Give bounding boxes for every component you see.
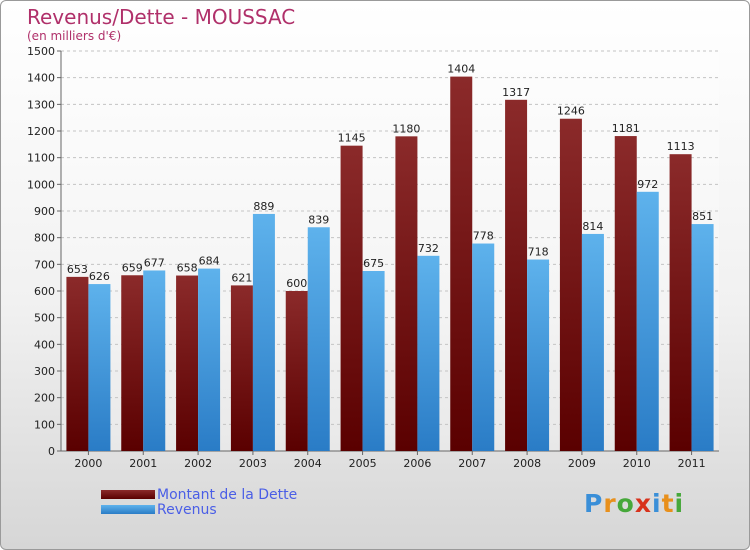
data-label-dette: 1181 bbox=[612, 122, 640, 135]
legend-swatch-revenus bbox=[101, 505, 155, 514]
data-label-revenus: 732 bbox=[418, 242, 439, 255]
x-tick-label: 2008 bbox=[513, 457, 541, 470]
x-tick-label: 2004 bbox=[294, 457, 322, 470]
data-label-revenus: 718 bbox=[528, 246, 549, 259]
data-label-revenus: 626 bbox=[89, 270, 110, 283]
bar-revenus bbox=[88, 284, 111, 451]
x-tick-label: 2009 bbox=[568, 457, 596, 470]
x-tick-label: 2006 bbox=[403, 457, 431, 470]
y-tick-label: 600 bbox=[34, 285, 55, 298]
data-label-dette: 1145 bbox=[338, 132, 366, 145]
y-tick-label: 1000 bbox=[27, 178, 55, 191]
bar-dette bbox=[285, 291, 308, 451]
bar-revenus bbox=[527, 259, 550, 451]
y-tick-label: 0 bbox=[48, 445, 55, 458]
y-tick-label: 500 bbox=[34, 312, 55, 325]
y-tick-label: 200 bbox=[34, 392, 55, 405]
y-tick-label: 700 bbox=[34, 258, 55, 271]
bar-revenus bbox=[252, 213, 275, 451]
bar-dette bbox=[450, 76, 473, 451]
bar-revenus bbox=[307, 227, 330, 451]
bar-dette bbox=[559, 118, 582, 451]
y-tick-label: 900 bbox=[34, 205, 55, 218]
chart-title: Revenus/Dette - MOUSSAC bbox=[27, 5, 296, 29]
y-tick-label: 1200 bbox=[27, 125, 55, 138]
chart-subtitle: (en milliers d'€) bbox=[27, 29, 122, 43]
bar-dette bbox=[230, 285, 253, 451]
proxiti-logo: Proxiti bbox=[584, 489, 685, 518]
data-label-dette: 1246 bbox=[557, 105, 585, 118]
data-label-revenus: 972 bbox=[637, 178, 658, 191]
bar-revenus bbox=[362, 271, 385, 451]
data-label-dette: 653 bbox=[67, 263, 88, 276]
bar-dette bbox=[614, 136, 637, 452]
x-tick-label: 2003 bbox=[239, 457, 267, 470]
legend-item-revenus: Revenus bbox=[101, 501, 297, 518]
data-label-dette: 1113 bbox=[667, 140, 695, 153]
x-tick-label: 2010 bbox=[623, 457, 651, 470]
y-tick-label: 1400 bbox=[27, 72, 55, 85]
data-label-revenus: 814 bbox=[582, 220, 603, 233]
data-label-dette: 1317 bbox=[502, 86, 530, 99]
bar-dette bbox=[340, 145, 363, 451]
data-label-dette: 621 bbox=[231, 271, 252, 284]
bar-dette bbox=[121, 275, 144, 451]
x-tick-label: 2011 bbox=[678, 457, 706, 470]
y-tick-label: 100 bbox=[34, 418, 55, 431]
x-tick-label: 2007 bbox=[458, 457, 486, 470]
y-tick-label: 400 bbox=[34, 338, 55, 351]
y-tick-label: 800 bbox=[34, 232, 55, 245]
data-label-revenus: 851 bbox=[692, 210, 713, 223]
x-tick-label: 2005 bbox=[349, 457, 377, 470]
x-tick-label: 2000 bbox=[74, 457, 102, 470]
plot-area bbox=[61, 51, 719, 451]
bar-dette bbox=[66, 276, 89, 451]
data-label-revenus: 677 bbox=[144, 256, 165, 269]
x-tick-label: 2002 bbox=[184, 457, 212, 470]
data-label-revenus: 684 bbox=[199, 255, 220, 268]
legend-item-dette: Montant de la Dette bbox=[101, 486, 298, 503]
bar-revenus bbox=[636, 191, 659, 452]
legend-label-dette: Montant de la Dette bbox=[157, 486, 298, 503]
bar-revenus bbox=[198, 268, 221, 451]
bar-revenus bbox=[143, 270, 166, 451]
data-label-dette: 658 bbox=[177, 262, 198, 275]
y-tick-label: 1500 bbox=[27, 45, 55, 58]
y-tick-label: 1300 bbox=[27, 98, 55, 111]
bar-revenus bbox=[691, 224, 714, 451]
bar-revenus bbox=[472, 243, 495, 451]
data-label-dette: 1180 bbox=[392, 122, 420, 135]
bar-dette bbox=[395, 136, 418, 452]
bar-dette bbox=[176, 275, 199, 451]
bar-dette bbox=[505, 99, 528, 452]
bar-dette bbox=[669, 154, 692, 451]
data-label-revenus: 675 bbox=[363, 257, 384, 270]
data-label-revenus: 839 bbox=[308, 213, 329, 226]
y-tick-label: 1100 bbox=[27, 152, 55, 165]
bar-revenus bbox=[581, 233, 604, 451]
legend: Montant de la Dette Revenus bbox=[101, 486, 298, 518]
data-label-dette: 659 bbox=[122, 261, 143, 274]
data-label-revenus: 889 bbox=[253, 200, 274, 213]
legend-label-revenus: Revenus bbox=[157, 501, 217, 518]
data-label-dette: 1404 bbox=[447, 63, 475, 76]
bar-revenus bbox=[417, 255, 440, 451]
data-label-revenus: 778 bbox=[473, 230, 494, 243]
y-tick-label: 300 bbox=[34, 365, 55, 378]
legend-swatch-dette bbox=[101, 490, 155, 499]
x-tick-label: 2001 bbox=[129, 457, 157, 470]
data-label-dette: 600 bbox=[286, 277, 307, 290]
